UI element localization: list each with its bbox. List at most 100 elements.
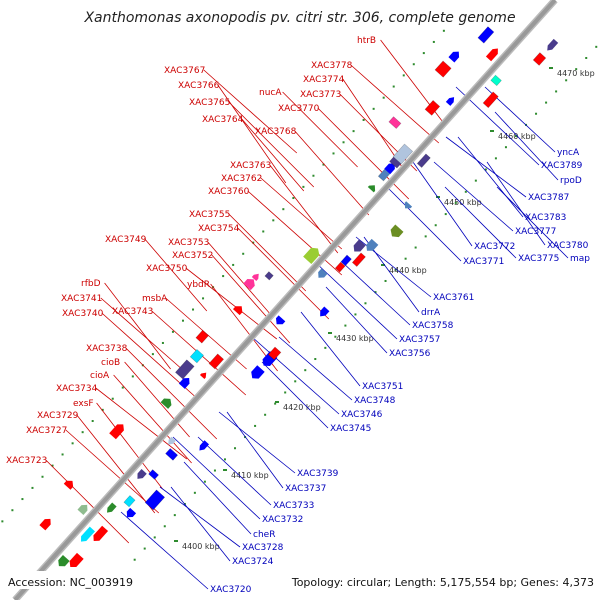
- gene-feature: [178, 378, 190, 389]
- gene-label: XAC3741: [61, 294, 102, 304]
- leader-line: [261, 361, 329, 429]
- tick-dot: [474, 179, 477, 182]
- leader-line: [125, 347, 218, 440]
- gene-label: XAC3780: [547, 241, 589, 251]
- gene-label: htrB: [357, 36, 376, 46]
- gene-feature: [390, 224, 404, 238]
- tick-dot: [565, 79, 568, 82]
- leader-line: [120, 511, 209, 590]
- tick-dot: [1, 520, 4, 523]
- gene-feature: [384, 163, 395, 175]
- gene-feature: [243, 279, 255, 291]
- tick-dot: [545, 101, 548, 104]
- gene-label: XAC3761: [433, 293, 474, 303]
- tick-dot: [484, 168, 487, 171]
- tick-dot: [555, 90, 558, 93]
- tick-dot: [262, 230, 265, 233]
- gene-label: XAC3738: [86, 344, 128, 354]
- gene-label: XAC3787: [528, 193, 569, 203]
- gene-label: rfbD: [81, 279, 101, 289]
- gene-label: XAC3746: [341, 410, 383, 420]
- gene-label: XAC3783: [525, 213, 566, 223]
- leader-line: [455, 86, 540, 166]
- tick-dot: [252, 241, 255, 244]
- leader-line: [228, 213, 307, 292]
- leader-line: [300, 311, 361, 387]
- gene-feature: [547, 38, 559, 51]
- leader-line: [269, 164, 339, 254]
- gene-feature: [165, 448, 179, 461]
- gene-feature: [174, 359, 195, 380]
- gene-feature: [93, 525, 109, 542]
- gene-feature: [267, 346, 282, 361]
- gene-feature: [148, 469, 160, 480]
- tick-dot: [192, 308, 195, 311]
- leader-line: [251, 336, 340, 415]
- tick-dot: [504, 146, 507, 149]
- gene-label: XAC3724: [232, 557, 274, 567]
- gene-feature: [448, 51, 460, 63]
- gene-label: XAC3774: [303, 75, 345, 85]
- leader-line: [433, 161, 514, 232]
- gene-label: XAC3727: [26, 426, 67, 436]
- tick-dot: [412, 63, 415, 66]
- gene-feature: [367, 185, 376, 193]
- tick-dot: [402, 74, 405, 77]
- tick-dot: [21, 498, 24, 501]
- tick-dot: [222, 275, 225, 278]
- gene-feature: [532, 52, 547, 66]
- label-layer: htrB XAC3778 XAC3767 XAC3774 XAC3766 nucA XAC3…: [6, 36, 590, 595]
- gene-label: XAC3732: [262, 515, 303, 525]
- gene-label: XAC3771: [463, 257, 504, 267]
- gene-label: XAC3762: [221, 174, 262, 184]
- gene-feature: [351, 252, 366, 267]
- gene-feature: [485, 48, 498, 62]
- tick-dot: [133, 558, 136, 561]
- gene-label: XAC3754: [198, 224, 240, 234]
- tick-dot: [282, 208, 285, 211]
- gene-feature: [334, 261, 346, 273]
- gene-feature: [160, 398, 172, 409]
- leader-line: [496, 186, 569, 259]
- tick-dot: [81, 431, 84, 434]
- tick-dot: [392, 85, 395, 88]
- tick-dot: [61, 453, 64, 456]
- tick-dot: [111, 397, 114, 400]
- leader-line: [260, 177, 343, 250]
- tick-dot: [372, 107, 375, 110]
- tick-dot: [71, 442, 74, 445]
- gene-feature: [434, 60, 452, 78]
- leader-line: [241, 118, 305, 192]
- backbone-line: [13, 0, 557, 600]
- tick-dot: [404, 257, 407, 260]
- tick-dot: [585, 56, 588, 59]
- gene-label: XAC3767: [164, 66, 205, 76]
- feature-layer: [39, 26, 559, 568]
- gene-feature: [232, 306, 243, 316]
- tick-dot: [101, 408, 104, 411]
- gene-feature: [320, 306, 330, 317]
- tick-label: 4450 kbp: [444, 198, 482, 207]
- tick-dot: [242, 252, 245, 255]
- tick-mark: [174, 540, 178, 542]
- gene-label: XAC3743: [112, 307, 153, 317]
- gene-label: XAC3755: [189, 210, 230, 220]
- gene-feature: [107, 502, 117, 513]
- tick-label: 4420 kbp: [283, 403, 321, 412]
- gene-label: exsF: [73, 399, 94, 409]
- gene-label: XAC3775: [518, 254, 559, 264]
- tick-dot: [274, 402, 277, 405]
- gene-feature: [69, 552, 84, 568]
- gene-label: XAC3765: [189, 98, 230, 108]
- leader-line: [444, 186, 517, 259]
- tick-dot: [332, 152, 335, 155]
- tick-dot: [322, 163, 325, 166]
- leader-line: [104, 282, 171, 370]
- leader-line: [170, 486, 231, 562]
- tick-dot: [575, 68, 578, 71]
- tick-dot: [304, 369, 307, 372]
- leader-line: [203, 69, 298, 154]
- gene-feature: [168, 436, 176, 445]
- gene-feature: [144, 489, 166, 511]
- leader-line: [65, 429, 160, 514]
